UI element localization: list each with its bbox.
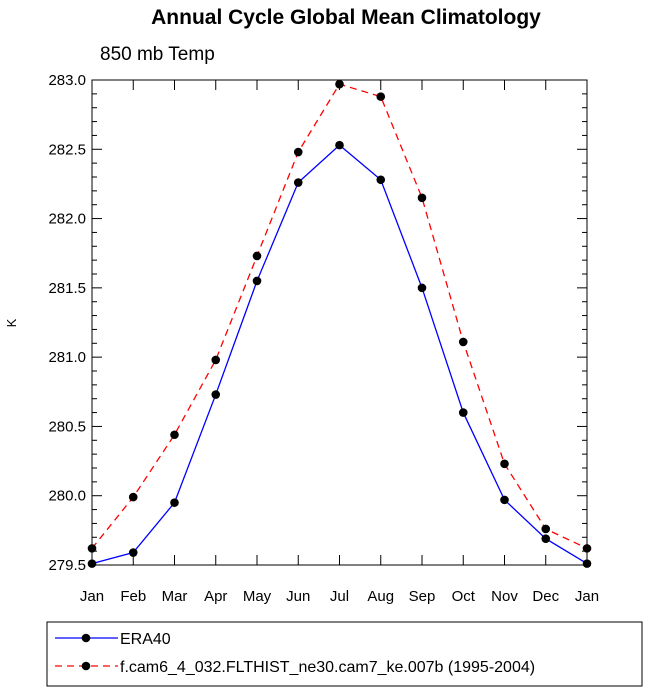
plot-frame (91, 79, 588, 566)
legend-item: f.cam6_4_032.FLTHIST_ne30.cam7_ke.007b (… (55, 659, 535, 676)
y-tick-label: 280.5 (48, 418, 86, 435)
x-tick-label: Jul (330, 588, 349, 605)
legend-marker (81, 661, 91, 671)
y-tick-label: 279.5 (48, 557, 86, 574)
y-tick-label: 281.0 (48, 349, 86, 366)
x-tick-label: Mar (162, 588, 188, 605)
x-tick-label: Jan (575, 588, 599, 605)
data-point (211, 390, 221, 399)
legend: ERA40 f.cam6_4_032.FLTHIST_ne30.cam7_ke.0… (46, 621, 643, 687)
data-point (293, 178, 303, 187)
y-tick-label: 280.0 (48, 488, 86, 505)
data-point (293, 147, 303, 157)
data-point (417, 193, 427, 203)
data-point (335, 79, 344, 89)
series-1 (87, 140, 592, 568)
x-tick-label: Feb (120, 588, 146, 605)
x-tick-label: Jan (80, 588, 104, 605)
legend-label: ERA40 (120, 631, 171, 648)
chart-subtitle: 850 mb Temp (100, 44, 215, 65)
data-point (128, 492, 138, 502)
x-tick-label: Dec (532, 588, 559, 605)
series-line (91, 144, 588, 565)
data-point (417, 283, 427, 293)
data-point (170, 498, 179, 507)
data-point (376, 175, 386, 185)
x-tick-label: Aug (367, 588, 394, 605)
data-point (376, 92, 386, 101)
x-tick-label: Jun (286, 588, 310, 605)
series-2 (87, 79, 592, 553)
data-point (500, 459, 509, 469)
series-line (91, 83, 588, 549)
legend-box (46, 621, 643, 687)
data-point (252, 251, 262, 261)
data-point (458, 337, 468, 347)
data-point (541, 534, 551, 543)
series-group (87, 79, 592, 568)
y-tick-label: 281.5 (48, 280, 86, 297)
y-tick-labels: 279.5 280.0 280.5 281.0 281.5 282.0 282.5 283.0 (48, 72, 86, 574)
x-tick-label: Oct (452, 588, 476, 605)
data-point (128, 548, 138, 557)
data-point (541, 524, 551, 534)
data-point (458, 408, 468, 417)
chart-title: Annual Cycle Global Mean Climatology (151, 6, 541, 29)
y-tick-label: 282.0 (48, 211, 86, 228)
legend-item: ERA40 (55, 631, 171, 648)
data-point (211, 355, 221, 365)
data-point (335, 140, 344, 150)
x-tick-label: Apr (204, 588, 227, 605)
data-point (252, 276, 262, 286)
x-tick-label: Nov (491, 588, 518, 605)
y-axis-label: K (4, 318, 19, 327)
data-point (170, 430, 179, 440)
x-tick-label: May (243, 588, 272, 605)
y-tick-label: 282.5 (48, 141, 86, 158)
x-tick-label: Sep (409, 588, 436, 605)
legend-label: f.cam6_4_032.FLTHIST_ne30.cam7_ke.007b (… (120, 659, 535, 676)
y-tick-label: 283.0 (48, 72, 86, 89)
x-tick-labels: Jan Feb Mar Apr May Jun Jul Aug Sep Oct Nov Dec Jan (80, 588, 599, 605)
axis-ticks (91, 79, 588, 566)
data-point (500, 495, 509, 505)
legend-marker (81, 633, 91, 643)
